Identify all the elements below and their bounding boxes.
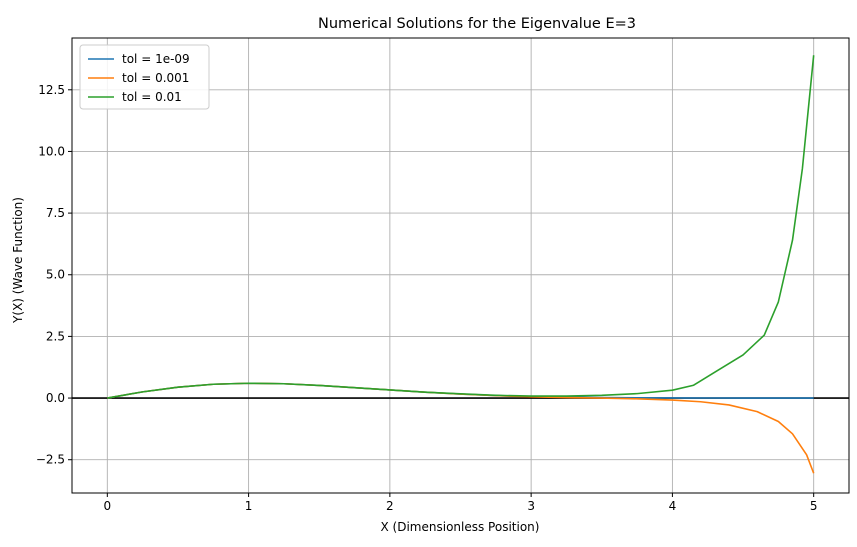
legend-box [79,44,210,110]
x-axis-label: X (Dimensionless Position) [381,520,540,534]
legend-label: tol = 0.001 [122,71,189,85]
y-tick-label: 0.0 [46,391,65,405]
y-axis-label: Y(X) (Wave Function) [11,197,25,324]
tick-layer: 0 1 2 3 4 5 −2.5 0.0 2.5 5.0 7.5 10.0 12.5 [36,83,818,513]
y-tick-label: 12.5 [38,83,65,97]
x-tick-label: 2 [386,499,394,513]
series-line-2 [107,55,815,399]
x-tick-label: 5 [810,499,818,513]
y-tick-label: 2.5 [46,329,65,343]
legend-label: tol = 0.01 [122,90,182,104]
y-tick-label: −2.5 [36,453,65,467]
legend-label: tol = 1e-09 [122,52,190,66]
x-tick-label: 4 [669,499,677,513]
plot-frame [71,37,850,494]
x-tick-label: 0 [103,499,111,513]
y-tick-label: 5.0 [46,268,65,282]
legend: tol = 1e-09 tol = 0.001 tol = 0.01 [79,44,210,110]
y-tick-label: 7.5 [46,206,65,220]
x-tick-label: 1 [245,499,253,513]
chart-title: Numerical Solutions for the Eigenvalue E… [318,16,636,32]
y-tick-label: 10.0 [38,144,65,158]
x-tick-label: 3 [527,499,535,513]
series-layer [107,55,815,474]
